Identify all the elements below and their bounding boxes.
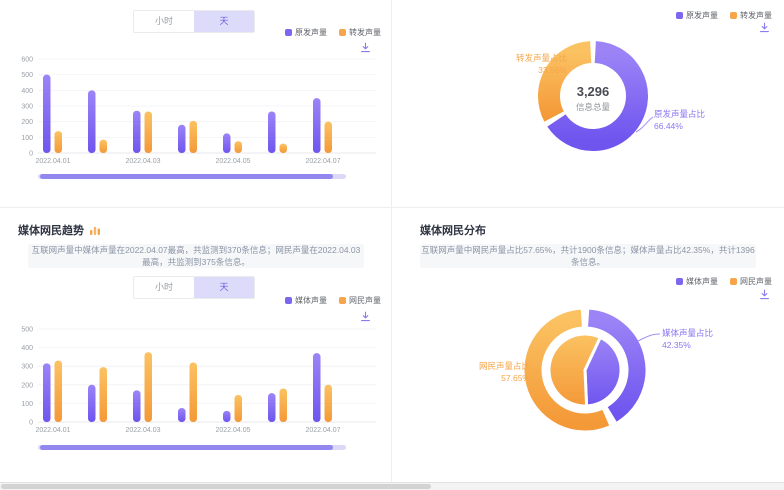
- toggle-day-button[interactable]: 天: [194, 11, 254, 32]
- svg-text:100: 100: [21, 135, 33, 142]
- legend: 原发声量 转发声量: [285, 27, 381, 38]
- svg-text:300: 300: [21, 364, 33, 371]
- svg-text:2022.04.03: 2022.04.03: [125, 158, 160, 165]
- svg-text:600: 600: [21, 57, 33, 64]
- panel-title-text: 媒体网民趋势: [18, 225, 84, 237]
- legend-dot-orange: [339, 29, 346, 36]
- legend-item-media[interactable]: 媒体声量: [676, 276, 718, 287]
- chart-scrollbar[interactable]: [38, 174, 346, 179]
- legend-dot-purple: [285, 297, 292, 304]
- legend-item-repost[interactable]: 转发声量: [730, 10, 772, 21]
- volume-trend-bar-chart[interactable]: 0 100 200 300 400 500 600 2022.04.01 2022.04.03 2…: [0, 0, 392, 208]
- callout-leader-purple: [635, 116, 654, 133]
- legend-label: 原发声量: [295, 28, 327, 37]
- callout-value: 66.44%: [654, 121, 683, 131]
- toggle-day-button[interactable]: 天: [194, 277, 254, 298]
- panel-volume-trend: 小时 天 原发声量 转发声量 0 100 200 300 400 500 600 2022.0…: [0, 0, 392, 208]
- panel-description: 互联网声量中媒体声量在2022.04.07最高，共监测到370条信息；网民声量在…: [28, 244, 364, 268]
- svg-text:500: 500: [21, 72, 33, 79]
- legend-label: 媒体声量: [686, 277, 718, 286]
- chart-scrollbar[interactable]: [38, 445, 346, 450]
- legend-label: 网民声量: [349, 296, 381, 305]
- media-netizen-donut-chart[interactable]: [392, 208, 784, 482]
- donut-center-total: 3,296 信息总量: [553, 84, 633, 113]
- callout-leader-purple: [637, 333, 661, 342]
- legend: 媒体声量 网民声量: [285, 295, 381, 306]
- legend-item-media[interactable]: 媒体声量: [285, 295, 327, 306]
- svg-text:2022.04.03: 2022.04.03: [125, 427, 160, 434]
- legend-label: 转发声量: [740, 11, 772, 20]
- legend-dot-purple: [676, 278, 683, 285]
- panel-description: 互联网声量中网民声量占比57.65%，共计1900条信息；媒体声量占比42.35…: [420, 244, 756, 268]
- svg-text:200: 200: [21, 119, 33, 126]
- panel-title-text: 媒体网民分布: [420, 225, 486, 237]
- svg-text:100: 100: [21, 401, 33, 408]
- legend-item-netizen[interactable]: 网民声量: [339, 295, 381, 306]
- time-granularity-toggle: 小时 天: [133, 10, 255, 33]
- chart-scrollbar-thumb[interactable]: [40, 174, 333, 179]
- svg-text:500: 500: [21, 327, 33, 334]
- legend-dot-purple: [285, 29, 292, 36]
- panel-media-netizen-trend: 媒体网民趋势 互联网声量中媒体声量在2022.04.07最高，共监测到370条信…: [0, 208, 392, 482]
- callout-media-share: 媒体声量占比 42.35%: [662, 327, 757, 351]
- callout-name: 原发声量占比: [654, 109, 706, 119]
- legend-item-original[interactable]: 原发声量: [285, 27, 327, 38]
- legend-item-netizen[interactable]: 网民声量: [730, 276, 772, 287]
- toggle-hour-button[interactable]: 小时: [134, 277, 194, 298]
- panel-title: 媒体网民趋势: [18, 222, 101, 238]
- download-icon[interactable]: [759, 289, 770, 300]
- callout-value: 57.65%: [501, 373, 530, 383]
- volume-donut-chart[interactable]: [392, 0, 784, 208]
- download-icon[interactable]: [360, 311, 371, 322]
- callout-value: 33.56%: [538, 65, 567, 75]
- svg-text:400: 400: [21, 345, 33, 352]
- bar-chart-icon: [89, 225, 101, 236]
- svg-text:0: 0: [29, 151, 33, 158]
- panel-media-netizen-distribution: 媒体网民分布 互联网声量中网民声量占比57.65%，共计1900条信息；媒体声量…: [392, 208, 784, 482]
- callout-netizen-share: 网民声量占比 57.65%: [434, 360, 530, 384]
- time-granularity-toggle: 小时 天: [133, 276, 255, 299]
- legend-dot-orange: [730, 278, 737, 285]
- callout-value: 42.35%: [662, 340, 691, 350]
- chart-scrollbar-thumb[interactable]: [40, 445, 333, 450]
- svg-text:300: 300: [21, 104, 33, 111]
- total-value: 3,296: [576, 84, 610, 99]
- download-icon[interactable]: [759, 22, 770, 33]
- legend: 媒体声量 网民声量: [676, 276, 772, 287]
- svg-text:2022.04.05: 2022.04.05: [215, 427, 250, 434]
- svg-text:2022.04.07: 2022.04.07: [305, 427, 340, 434]
- legend-label: 媒体声量: [295, 296, 327, 305]
- panel-volume-distribution: 原发声量 转发声量 3,296 信息总量 转发声量占比 33.56% 原发声量占…: [392, 0, 784, 208]
- total-label: 信息总量: [575, 102, 610, 112]
- svg-text:2022.04.05: 2022.04.05: [215, 158, 250, 165]
- callout-repost-share: 转发声量占比 33.56%: [472, 52, 567, 76]
- legend-dot-orange: [339, 297, 346, 304]
- svg-text:2022.04.01: 2022.04.01: [35, 427, 70, 434]
- legend-item-repost[interactable]: 转发声量: [339, 27, 381, 38]
- page-horizontal-scrollbar[interactable]: [0, 482, 784, 490]
- svg-text:200: 200: [21, 382, 33, 389]
- svg-text:0: 0: [29, 420, 33, 427]
- svg-text:2022.04.01: 2022.04.01: [35, 158, 70, 165]
- callout-name: 网民声量占比: [478, 361, 530, 371]
- svg-text:400: 400: [21, 88, 33, 95]
- svg-text:2022.04.07: 2022.04.07: [305, 158, 340, 165]
- callout-name: 媒体声量占比: [662, 328, 714, 338]
- download-icon[interactable]: [360, 42, 371, 53]
- media-netizen-trend-bar-chart[interactable]: 0 100 200 300 400 500 2022.04.01 2022.04.03 2022…: [0, 208, 392, 482]
- legend: 原发声量 转发声量: [676, 10, 772, 21]
- legend-dot-purple: [676, 12, 683, 19]
- page-scrollbar-thumb[interactable]: [1, 484, 431, 489]
- toggle-hour-button[interactable]: 小时: [134, 11, 194, 32]
- legend-label: 转发声量: [349, 28, 381, 37]
- legend-label: 网民声量: [740, 277, 772, 286]
- callout-original-share: 原发声量占比 66.44%: [654, 108, 749, 132]
- callout-name: 转发声量占比: [515, 53, 567, 63]
- legend-dot-orange: [730, 12, 737, 19]
- panel-title: 媒体网民分布: [420, 222, 486, 238]
- legend-item-original[interactable]: 原发声量: [676, 10, 718, 21]
- legend-label: 原发声量: [686, 11, 718, 20]
